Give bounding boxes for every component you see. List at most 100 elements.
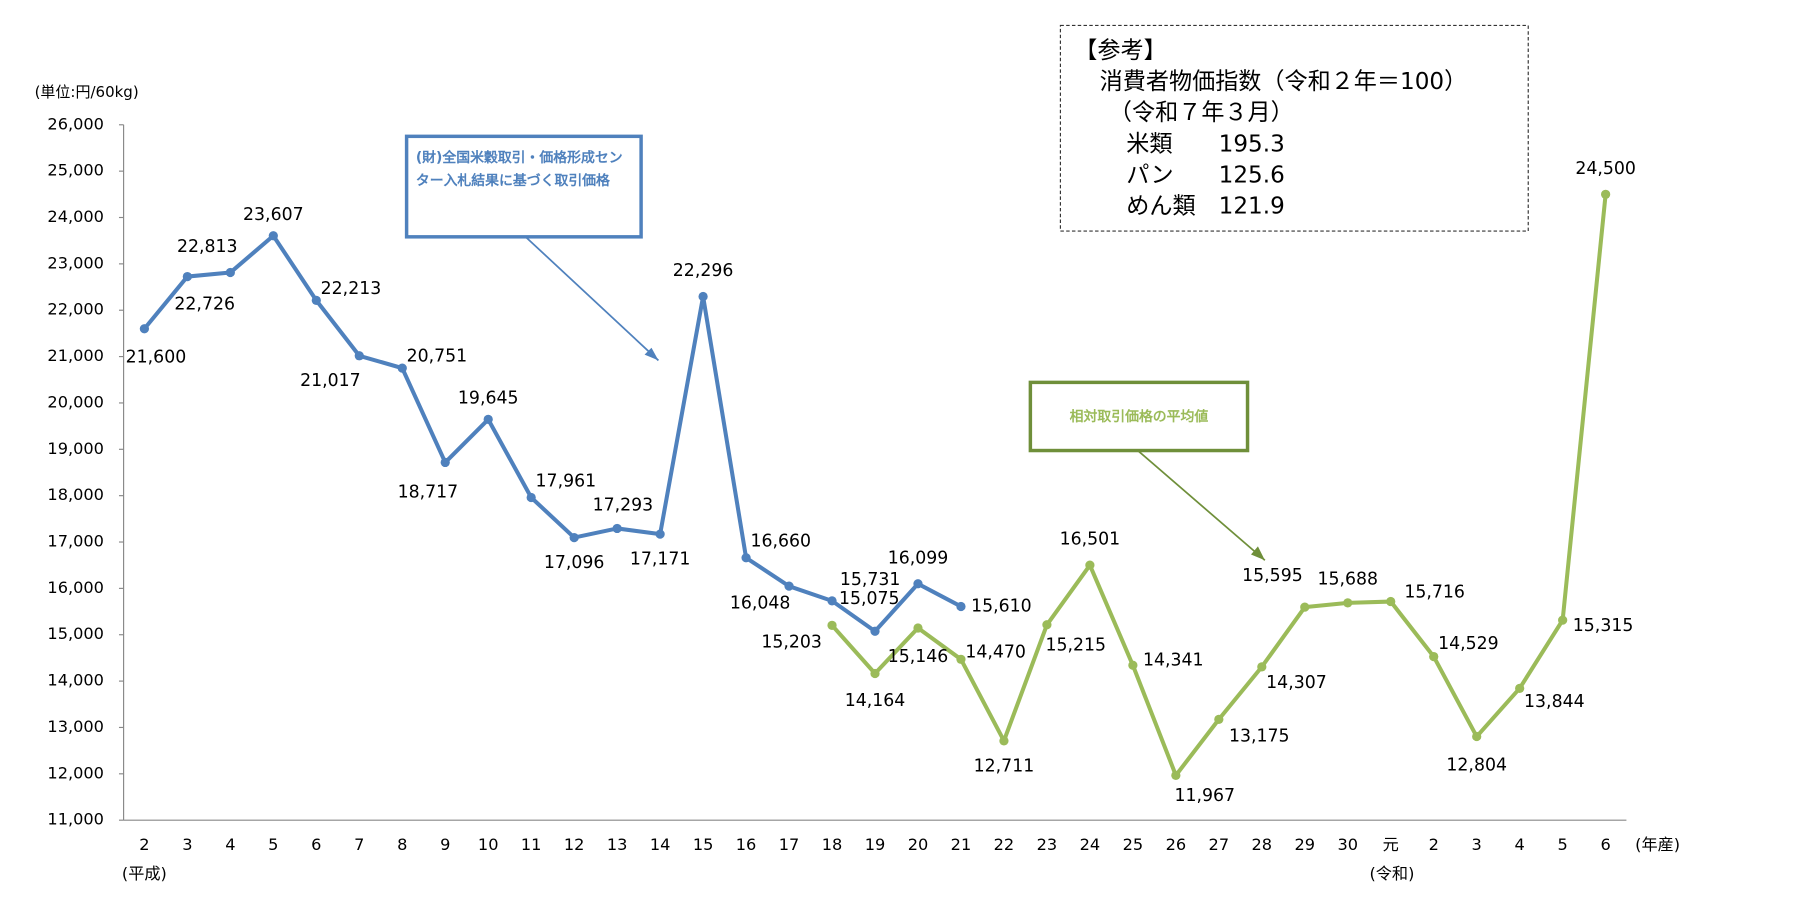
x-tick-label: 23 xyxy=(1037,835,1058,854)
x-tick-label: 24 xyxy=(1080,835,1101,854)
data-point xyxy=(1085,560,1095,570)
x-tick-label: 2 xyxy=(1429,835,1439,854)
data-point xyxy=(612,523,622,534)
data-point xyxy=(483,414,493,425)
data-point xyxy=(1128,660,1138,670)
data-label: 15,716 xyxy=(1404,582,1465,602)
data-label: 17,961 xyxy=(536,471,597,491)
x-tick-label: 18 xyxy=(822,835,843,854)
data-label: 15,731 xyxy=(840,570,901,590)
x-tick-label: 20 xyxy=(908,835,929,854)
y-tick-label: 13,000 xyxy=(47,717,104,736)
data-label: 15,146 xyxy=(888,647,949,667)
data-point xyxy=(182,271,192,282)
data-point xyxy=(827,620,837,630)
data-label: 21,600 xyxy=(126,348,187,368)
y-tick-label: 12,000 xyxy=(47,763,104,782)
reference-value: 195.3 xyxy=(1218,129,1285,158)
data-label: 14,470 xyxy=(965,642,1026,662)
arrow-head xyxy=(1251,546,1265,561)
series-line xyxy=(830,194,1608,778)
x-axis-label: (年産) xyxy=(1635,835,1680,854)
data-label: 22,296 xyxy=(673,261,734,281)
x-tick-label: 2 xyxy=(139,835,149,854)
series-line xyxy=(142,233,962,634)
y-tick-label: 25,000 xyxy=(47,161,104,180)
data-label: 11,967 xyxy=(1174,786,1235,806)
data-point xyxy=(139,324,150,334)
data-label: 14,307 xyxy=(1266,673,1327,693)
data-point xyxy=(311,295,321,305)
data-point xyxy=(1300,602,1310,612)
reference-box xyxy=(1059,24,1529,232)
y-tick-label: 23,000 xyxy=(47,253,104,272)
x-tick-label: 11 xyxy=(521,835,542,854)
data-label: 15,215 xyxy=(1046,636,1107,656)
data-label: 14,164 xyxy=(845,691,906,711)
data-point xyxy=(913,623,923,633)
data-label: 15,610 xyxy=(971,596,1032,616)
reference-title: 【参考】 xyxy=(1074,35,1167,64)
x-tick-label: 3 xyxy=(182,835,192,854)
data-label: 18,717 xyxy=(398,482,459,502)
data-label: 16,501 xyxy=(1060,530,1121,550)
reference-subtitle: 消費者物価指数（令和２年＝100） xyxy=(1099,67,1468,95)
data-point xyxy=(870,668,880,679)
x-tick-label: 25 xyxy=(1123,835,1144,854)
data-label: 16,099 xyxy=(888,548,949,568)
data-point xyxy=(1386,596,1396,607)
x-tick-label: 27 xyxy=(1209,835,1230,854)
callout-arrow xyxy=(524,236,660,362)
reference-row: めん類 121.9 xyxy=(1126,191,1525,222)
x-tick-label: 21 xyxy=(951,835,972,854)
x-tick-label: 30 xyxy=(1337,835,1358,854)
data-label: 14,529 xyxy=(1438,634,1499,654)
data-label: 15,075 xyxy=(839,589,900,609)
data-point xyxy=(698,291,708,302)
y-tick-label: 17,000 xyxy=(47,532,104,551)
y-tick-label: 21,000 xyxy=(47,346,104,365)
x-tick-label: 22 xyxy=(994,835,1015,854)
data-label: 15,315 xyxy=(1573,616,1634,636)
y-tick-label: 18,000 xyxy=(47,485,104,504)
reference-content: 【参考】 消費者物価指数（令和２年＝100） （令和７年３月） 米類 195.3 パ… xyxy=(1074,35,1525,222)
reference-row: 米類 195.3 xyxy=(1126,128,1525,159)
x-tick-label: 3 xyxy=(1472,835,1482,854)
data-label: 16,048 xyxy=(730,593,791,613)
x-tick-label: 14 xyxy=(650,835,671,854)
y-tick-label: 19,000 xyxy=(47,439,104,458)
data-label: 16,660 xyxy=(750,532,811,552)
x-tick-label: 28 xyxy=(1252,835,1273,854)
y-tick-label: 11,000 xyxy=(47,810,104,829)
y-tick-label: 20,000 xyxy=(47,392,104,411)
reference-item: 米類 xyxy=(1126,129,1173,158)
y-tick-label: 22,000 xyxy=(47,300,104,319)
data-point xyxy=(956,601,966,612)
data-point xyxy=(440,457,450,468)
reference-item: めん類 xyxy=(1126,191,1196,220)
data-point xyxy=(1558,615,1568,625)
data-label: 15,688 xyxy=(1317,570,1378,590)
data-point xyxy=(1601,189,1611,199)
data-label: 17,096 xyxy=(544,553,605,573)
x-tick-label: 15 xyxy=(693,835,714,854)
reference-row: パン 125.6 xyxy=(1126,159,1525,190)
x-tick-label: 7 xyxy=(354,835,364,854)
data-point xyxy=(354,351,364,361)
data-label: 12,711 xyxy=(974,756,1035,776)
data-label: 19,645 xyxy=(458,389,519,409)
callout-arrow xyxy=(1137,449,1266,561)
reference-date: （令和７年３月） xyxy=(1108,98,1294,126)
x-tick-label: 4 xyxy=(225,835,235,854)
x-tick-label: 5 xyxy=(1558,835,1568,854)
data-label: 12,804 xyxy=(1446,755,1507,775)
x-tick-label: 4 xyxy=(1515,835,1525,854)
y-tick-label: 16,000 xyxy=(47,578,104,597)
y-tick-label: 24,000 xyxy=(47,207,104,226)
data-point xyxy=(526,492,536,503)
data-point xyxy=(1429,651,1439,662)
x-tick-label: 17 xyxy=(779,835,800,854)
data-point xyxy=(225,267,235,278)
reference-value: 125.6 xyxy=(1218,160,1285,189)
